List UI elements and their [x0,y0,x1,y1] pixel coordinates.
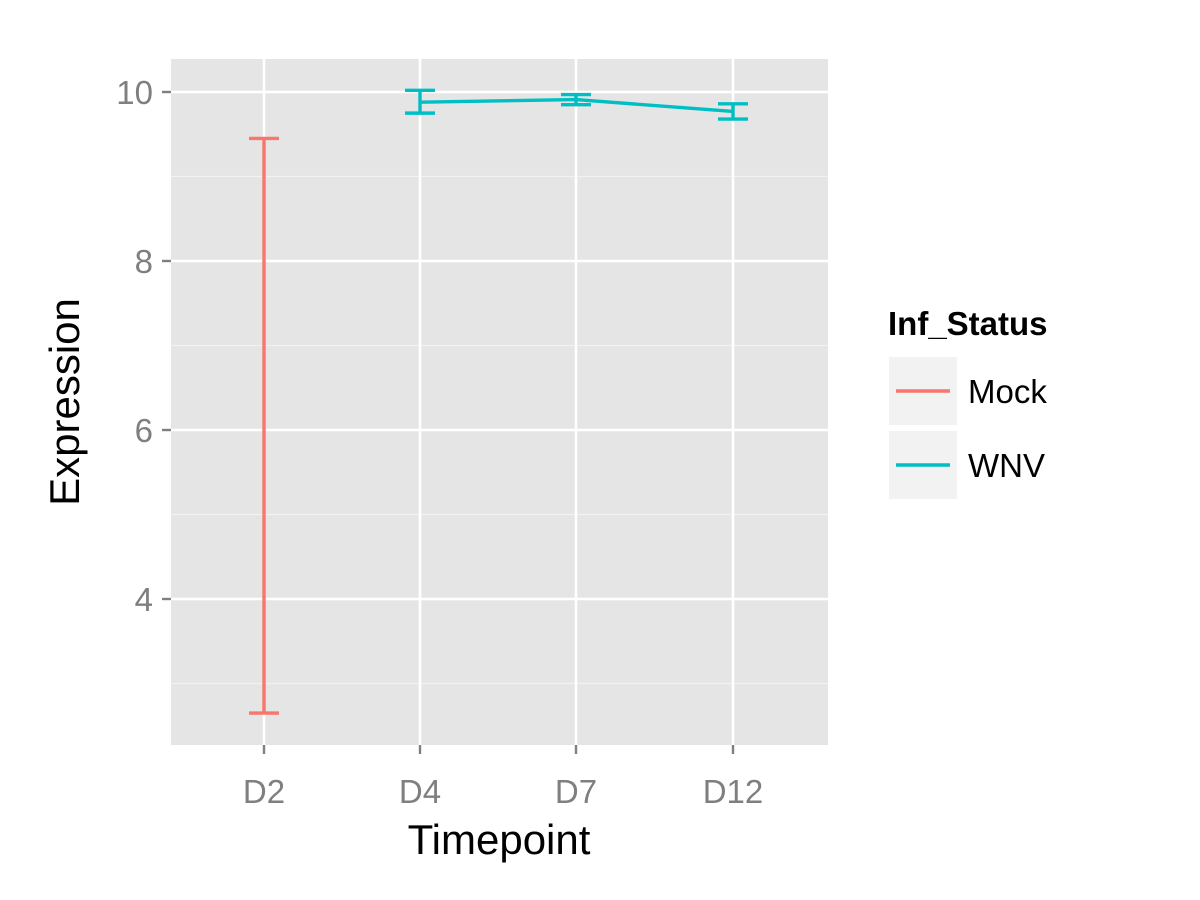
wnv-errorbar [405,88,435,115]
legend-title: Inf_Status [888,305,1048,342]
legend-item-wnv: WNV [889,431,1045,499]
legend-keys: Mock WNV [889,357,1047,499]
mock-errorbar [249,136,279,715]
x-tick-label: D12 [703,773,764,810]
y-tick-label: 8 [135,243,153,280]
x-tick-label: D7 [555,773,597,810]
y-axis: 4 6 8 10 [116,74,171,618]
data-marks [249,88,748,715]
legend-label: Mock [968,373,1047,410]
x-axis: D2 D4 D7 D12 [243,745,763,810]
x-axis-title: Timepoint [408,816,591,863]
legend: Inf_Status Mock WNV [888,305,1048,499]
y-tick-label: 10 [116,74,153,111]
wnv-errorbar [718,102,748,121]
legend-item-mock: Mock [889,357,1047,425]
y-axis-title: Expression [41,298,88,506]
y-tick-label: 6 [135,412,153,449]
y-tick-label: 4 [135,581,153,618]
x-tick-label: D4 [399,773,441,810]
legend-label: WNV [968,447,1045,484]
x-tick-label: D2 [243,773,285,810]
plot-panel [171,59,828,745]
wnv-errorbar [561,92,591,107]
